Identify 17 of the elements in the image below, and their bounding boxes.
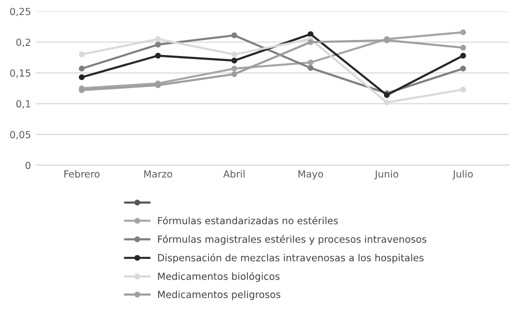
y-tick-label: 0,25 — [10, 8, 30, 16]
y-tick-label: 0,2 — [16, 38, 30, 47]
legend-label: Medicamentos biológicos — [158, 272, 280, 282]
y-tick-label: 0,15 — [10, 69, 30, 78]
y-tick-label: 0 — [26, 162, 30, 170]
y-tick-label: 0,05 — [10, 130, 30, 140]
x-tick-label: Junio — [374, 170, 398, 180]
x-tick-label: Abril — [223, 170, 244, 178]
y-tick-label: 0,1 — [16, 100, 30, 109]
legend-label: Fórmulas magistrales estériles y procesos intravenosos — [158, 234, 426, 245]
x-tick-label: Febrero — [64, 170, 100, 178]
x-tick-label: Mayo — [298, 170, 324, 180]
legend-label: Medicamentos peligrosos — [158, 290, 280, 300]
x-tick-label: Julio — [452, 170, 473, 180]
legend-label: Dispensación de mezclas intravenosas a los hospitales — [158, 253, 424, 264]
legend-label: Fórmulas estandarizadas no estériles — [158, 216, 338, 224]
x-tick-label: Marzo — [144, 170, 172, 178]
